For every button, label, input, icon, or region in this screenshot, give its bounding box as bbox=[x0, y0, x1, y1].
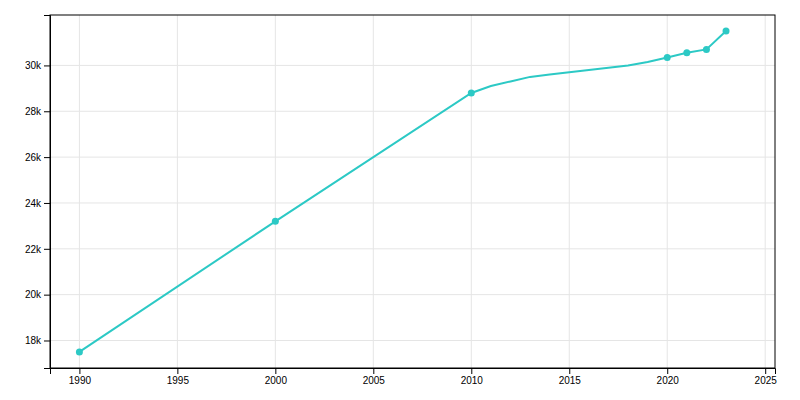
tick: 2015 bbox=[559, 368, 582, 386]
grid-line bbox=[50, 340, 775, 341]
tick-mark bbox=[44, 111, 50, 112]
tick-mark bbox=[44, 295, 50, 296]
grid-line bbox=[569, 15, 570, 368]
tick-label: 26k bbox=[25, 152, 42, 163]
point bbox=[703, 46, 710, 53]
tick: 18k bbox=[25, 335, 50, 346]
point bbox=[76, 348, 83, 355]
tick: 28k bbox=[25, 106, 50, 117]
point bbox=[723, 28, 730, 35]
axis-line bbox=[51, 369, 776, 375]
grid-line bbox=[667, 15, 668, 368]
tick-label: 30k bbox=[25, 60, 42, 71]
tick-label: 2020 bbox=[657, 375, 680, 386]
grid-line bbox=[50, 202, 775, 203]
tick-mark bbox=[373, 368, 374, 374]
grid-line bbox=[50, 111, 775, 112]
tick: 1990 bbox=[69, 368, 92, 386]
tick-label: 22k bbox=[25, 244, 42, 255]
tick-mark bbox=[177, 368, 178, 374]
grid-line bbox=[177, 15, 178, 368]
tick-mark bbox=[44, 157, 50, 158]
point bbox=[468, 89, 475, 96]
grid-line bbox=[50, 248, 775, 249]
tick-label: 1990 bbox=[69, 375, 92, 386]
tick: 2020 bbox=[657, 368, 680, 386]
tick-mark bbox=[471, 368, 472, 374]
tick-label: 1995 bbox=[167, 375, 190, 386]
tick-label: 2000 bbox=[265, 375, 288, 386]
tick-mark bbox=[44, 65, 50, 66]
tick-mark bbox=[79, 368, 80, 374]
tick-label: 2010 bbox=[461, 375, 484, 386]
tick: 2005 bbox=[363, 368, 386, 386]
tick-label: 18k bbox=[25, 335, 42, 346]
tick-mark bbox=[275, 368, 276, 374]
grid-line bbox=[275, 15, 276, 368]
point bbox=[272, 218, 279, 225]
tick: 26k bbox=[25, 152, 50, 163]
x-axis: 1990 1995 2000 2005 2010 2015 2020 2025 bbox=[51, 368, 778, 386]
tick: 2000 bbox=[265, 368, 288, 386]
tick: 2025 bbox=[755, 368, 778, 386]
plot-frame bbox=[50, 15, 775, 368]
tick-label: 20k bbox=[25, 289, 42, 300]
chart: 1990 1995 2000 2005 2010 2015 2020 2025 18k 20k 22… bbox=[0, 0, 800, 400]
y-axis: 18k 20k 22k 24k 26k 28k 30k bbox=[25, 16, 51, 369]
point bbox=[664, 54, 671, 61]
tick-mark bbox=[569, 368, 570, 374]
tick-label: 2025 bbox=[755, 375, 778, 386]
tick: 22k bbox=[25, 244, 50, 255]
tick: 2010 bbox=[461, 368, 484, 386]
tick-label: 2005 bbox=[363, 375, 386, 386]
tick: 24k bbox=[25, 198, 50, 209]
grid-line bbox=[471, 15, 472, 368]
grid-line bbox=[50, 65, 775, 66]
tick-mark bbox=[44, 203, 50, 204]
grid-line bbox=[50, 294, 775, 295]
tick-label: 28k bbox=[25, 106, 42, 117]
tick-label: 24k bbox=[25, 198, 42, 209]
tick-label: 2015 bbox=[559, 375, 582, 386]
line bbox=[79, 31, 726, 352]
grid-line bbox=[765, 15, 766, 368]
tick-mark bbox=[667, 368, 668, 374]
plot: 1990 1995 2000 2005 2010 2015 2020 2025 18k 20k 22… bbox=[25, 15, 777, 386]
point bbox=[683, 49, 690, 56]
tick: 30k bbox=[25, 60, 50, 71]
grid-line bbox=[373, 15, 374, 368]
grid-line bbox=[50, 157, 775, 158]
tick-mark bbox=[44, 249, 50, 250]
tick-mark bbox=[765, 368, 766, 374]
axis-line bbox=[44, 16, 51, 369]
tick: 1995 bbox=[167, 368, 190, 386]
tick: 20k bbox=[25, 289, 50, 300]
marks bbox=[76, 28, 730, 356]
grid-line bbox=[79, 15, 80, 368]
tick-mark bbox=[44, 340, 50, 341]
grid bbox=[50, 15, 775, 368]
